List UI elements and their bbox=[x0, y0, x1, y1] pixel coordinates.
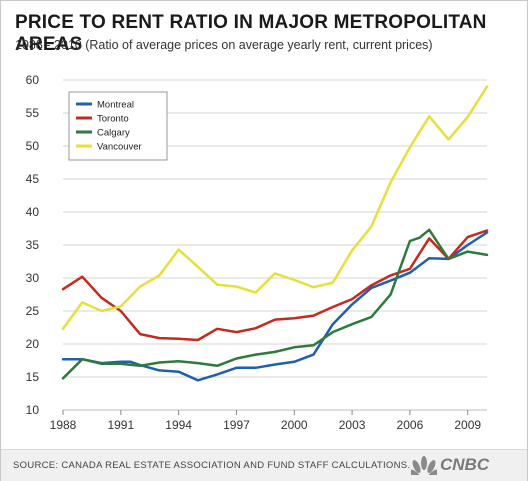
legend-label: Toronto bbox=[97, 114, 129, 125]
source-note: SOURCE: CANADA REAL ESTATE ASSOCIATION A… bbox=[13, 460, 411, 471]
x-tick-label: 2003 bbox=[339, 418, 366, 432]
y-tick-label: 20 bbox=[26, 337, 40, 351]
chart-subtitle: 1988 - 2010 (Ratio of average prices on … bbox=[15, 38, 433, 52]
y-tick-label: 25 bbox=[26, 304, 40, 318]
series-line-montreal bbox=[61, 231, 489, 382]
footer-band: SOURCE: CANADA REAL ESTATE ASSOCIATION A… bbox=[1, 449, 527, 481]
series-line-calgary bbox=[61, 228, 489, 380]
peacock-icon bbox=[411, 456, 437, 475]
legend: Montreal Toronto Calgary Vancouver bbox=[68, 91, 168, 161]
legend-label: Vancouver bbox=[97, 142, 142, 153]
y-tick-label: 30 bbox=[26, 271, 40, 285]
y-tick-label: 60 bbox=[26, 73, 40, 87]
grid-lines bbox=[63, 79, 487, 411]
cnbc-logo: CNBC bbox=[411, 453, 489, 477]
x-tick-label: 1997 bbox=[223, 418, 250, 432]
logo-text: CNBC bbox=[440, 455, 490, 474]
x-tick-label: 1991 bbox=[107, 418, 134, 432]
y-tick-label: 50 bbox=[26, 139, 40, 153]
y-axis-ticks: 10 15 20 25 30 35 40 45 50 55 60 bbox=[26, 73, 40, 417]
x-tick-label: 1994 bbox=[165, 418, 192, 432]
x-tick-label: 2006 bbox=[397, 418, 424, 432]
series-line-vancouver bbox=[61, 85, 489, 331]
x-tick-label: 2000 bbox=[281, 418, 308, 432]
x-axis-ticks: 1988 1991 1994 1997 2000 2003 2006 2009 bbox=[50, 410, 481, 432]
legend-label: Montreal bbox=[97, 100, 134, 111]
series-line-toronto bbox=[61, 229, 489, 342]
legend-label: Calgary bbox=[97, 128, 130, 139]
y-tick-label: 45 bbox=[26, 172, 40, 186]
chart-title: PRICE TO RENT RATIO IN MAJOR METROPOLITA… bbox=[15, 12, 487, 55]
y-tick-label: 40 bbox=[26, 205, 40, 219]
y-tick-label: 55 bbox=[26, 106, 40, 120]
x-tick-label: 1988 bbox=[50, 418, 77, 432]
x-tick-label: 2009 bbox=[454, 418, 481, 432]
y-tick-label: 15 bbox=[26, 370, 40, 384]
series-lines bbox=[61, 85, 489, 382]
line-chart: 10 15 20 25 30 35 40 45 50 55 60 1988 1991 1994 1997 2… bbox=[26, 73, 489, 432]
y-tick-label: 10 bbox=[26, 403, 40, 417]
y-tick-label: 35 bbox=[26, 238, 40, 252]
